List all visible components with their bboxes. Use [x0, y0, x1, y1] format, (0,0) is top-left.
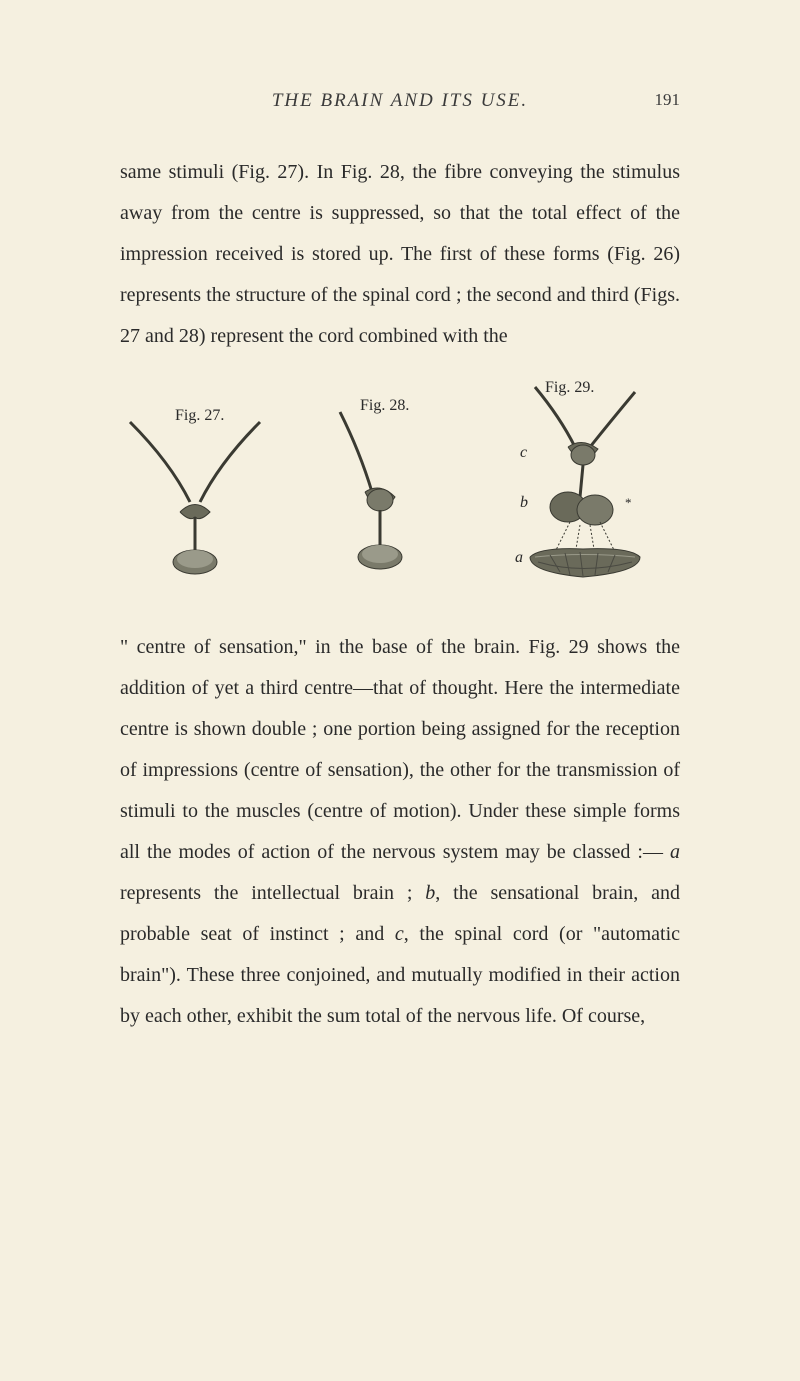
body-paragraph-1: same stimuli (Fig. 27). In Fig. 28, the …	[120, 152, 680, 357]
paragraph-2-text: " centre of sensation," in the base of t…	[120, 627, 680, 1037]
svg-text:a: a	[515, 549, 523, 566]
figure-28: Fig. 28.	[310, 392, 450, 582]
figure-27: Fig. 27.	[120, 402, 280, 582]
p2-part2: represents the intellectual brain ;	[120, 882, 425, 904]
figure-28-illustration: Fig. 28.	[310, 392, 450, 582]
svg-text:Fig. 27.: Fig. 27.	[175, 407, 224, 424]
p2-italic-a: a	[670, 841, 680, 863]
figures-row: Fig. 27. Fig. 28. Fig. 29. c	[120, 377, 680, 597]
page-number: 191	[655, 90, 681, 110]
p2-part1: " centre of sensation," in the base of t…	[120, 636, 680, 863]
figure-29-illustration: Fig. 29. c b * a	[480, 377, 680, 587]
svg-text:*: *	[625, 495, 632, 510]
svg-text:Fig. 29.: Fig. 29.	[545, 379, 594, 396]
paragraph-1-text: same stimuli (Fig. 27). In Fig. 28, the …	[120, 152, 680, 357]
svg-text:b: b	[520, 494, 528, 511]
page-header: THE BRAIN AND ITS USE. 191	[120, 90, 680, 112]
svg-text:c: c	[520, 444, 527, 461]
p2-italic-c: c	[395, 923, 404, 945]
p2-italic-b: b	[425, 882, 435, 904]
body-paragraph-2: " centre of sensation," in the base of t…	[120, 627, 680, 1037]
figure-27-illustration: Fig. 27.	[120, 402, 280, 582]
figure-29: Fig. 29. c b * a	[480, 377, 680, 587]
svg-text:Fig. 28.: Fig. 28.	[360, 397, 409, 414]
header-title: THE BRAIN AND ITS USE.	[272, 90, 528, 112]
